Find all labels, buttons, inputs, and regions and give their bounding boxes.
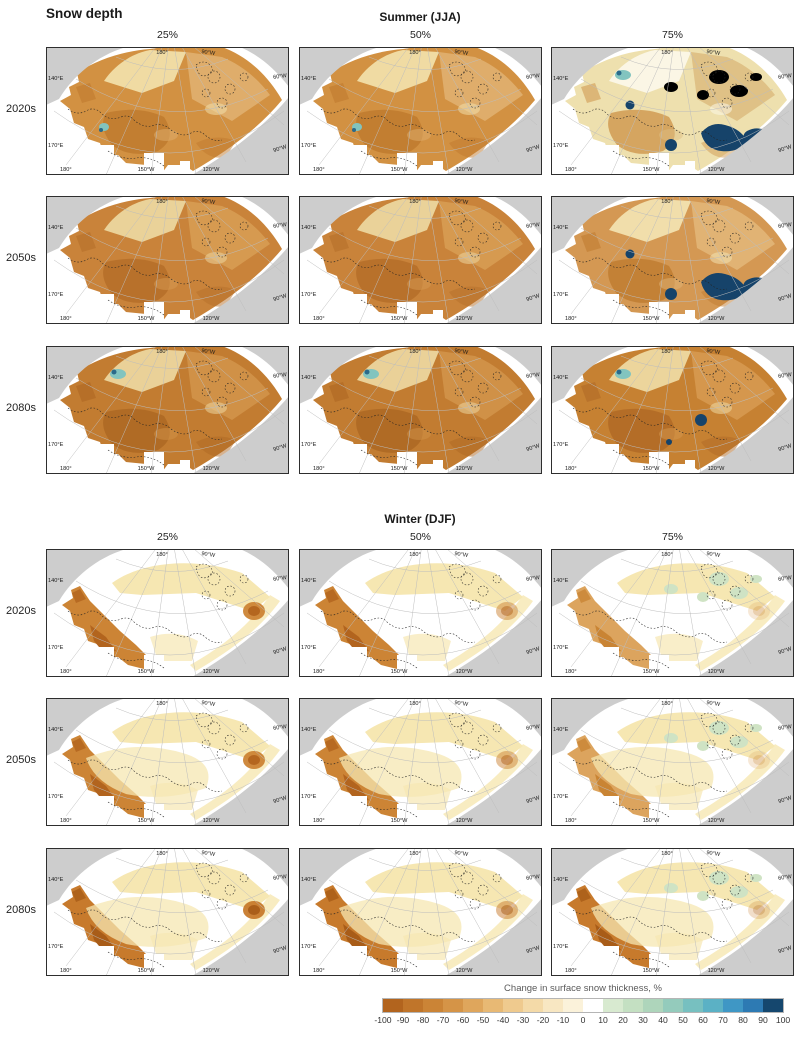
colorbar-tick: 70: [718, 1015, 728, 1025]
map-canvas: [46, 196, 289, 324]
map-panel-winter-2020s-50pct: [299, 549, 542, 677]
colorbar-segment: [403, 999, 423, 1012]
map-canvas: [299, 549, 542, 677]
colorbar-tick: -80: [416, 1015, 430, 1025]
colorbar: [382, 998, 784, 1013]
map-panel-winter-2020s-25pct: [46, 549, 289, 677]
colorbar-segment: [603, 999, 623, 1012]
row-label-summer-2080s: 2080s: [6, 402, 36, 414]
colorbar-tick: 10: [598, 1015, 608, 1025]
row-label-winter-2080s: 2080s: [6, 904, 36, 916]
colorbar-tick: -20: [536, 1015, 550, 1025]
colorbar-tick: 40: [658, 1015, 668, 1025]
column-header-winter-50: 50%: [409, 531, 431, 543]
row-label-winter-2050s: 2050s: [6, 754, 36, 766]
map-canvas: [551, 848, 794, 976]
map-panel-summer-2050s-75pct: [551, 196, 794, 324]
map-panel-summer-2080s-75pct: [551, 346, 794, 474]
colorbar-tick: -10: [556, 1015, 570, 1025]
colorbar-segment: [463, 999, 483, 1012]
colorbar-segment: [423, 999, 443, 1012]
colorbar-segment: [683, 999, 703, 1012]
map-canvas: [551, 47, 794, 175]
colorbar-segment: [543, 999, 563, 1012]
colorbar-segment: [763, 999, 783, 1012]
map-canvas: [299, 196, 542, 324]
row-label-summer-2020s: 2020s: [6, 103, 36, 115]
colorbar-segment: [663, 999, 683, 1012]
map-panel-winter-2050s-25pct: [46, 698, 289, 826]
figure-title: Snow depth: [46, 6, 123, 21]
map-canvas: [46, 698, 289, 826]
colorbar-segment: [443, 999, 463, 1012]
colorbar-tick: -70: [436, 1015, 450, 1025]
colorbar-tick: 30: [638, 1015, 648, 1025]
colorbar-tick: -40: [496, 1015, 510, 1025]
row-label-winter-2020s: 2020s: [6, 605, 36, 617]
colorbar-tick: -90: [396, 1015, 410, 1025]
colorbar-tick-labels: -100 -90 -80 -70 -60 -50 -40 -30 -20 -10…: [373, 1015, 793, 1025]
map-panel-winter-2050s-75pct: [551, 698, 794, 826]
column-header-winter-75: 75%: [661, 531, 683, 543]
map-canvas: [551, 346, 794, 474]
colorbar-segment: [643, 999, 663, 1012]
map-canvas: [551, 196, 794, 324]
map-panel-summer-2020s-25pct: [46, 47, 289, 175]
column-header-winter-25: 25%: [156, 531, 178, 543]
colorbar-title: Change in surface snow thickness, %: [504, 983, 662, 994]
colorbar-tick: 100: [775, 1015, 791, 1025]
map-canvas: [551, 549, 794, 677]
map-panel-winter-2080s-50pct: [299, 848, 542, 976]
map-panel-summer-2080s-50pct: [299, 346, 542, 474]
map-panel-summer-2050s-25pct: [46, 196, 289, 324]
map-canvas: [299, 47, 542, 175]
colorbar-tick: 50: [678, 1015, 688, 1025]
column-header-summer-75: 75%: [661, 29, 683, 41]
colorbar-tick: -50: [476, 1015, 490, 1025]
colorbar-tick: 20: [618, 1015, 628, 1025]
section-title-summer: Summer (JJA): [379, 10, 461, 24]
colorbar-segment: [483, 999, 503, 1012]
colorbar-segment: [523, 999, 543, 1012]
map-canvas: [299, 848, 542, 976]
colorbar-tick: -100: [374, 1015, 392, 1025]
colorbar-segment: [623, 999, 643, 1012]
colorbar-tick: 0: [580, 1015, 586, 1025]
map-canvas: [551, 698, 794, 826]
map-canvas: [46, 848, 289, 976]
colorbar-tick: -30: [516, 1015, 530, 1025]
map-panel-summer-2080s-25pct: [46, 346, 289, 474]
colorbar-segment: [703, 999, 723, 1012]
map-canvas: [46, 549, 289, 677]
colorbar-segment: [743, 999, 763, 1012]
colorbar-segment: [383, 999, 403, 1012]
colorbar-tick: 80: [738, 1015, 748, 1025]
colorbar-segment: [563, 999, 583, 1012]
colorbar-segment: [503, 999, 523, 1012]
column-header-summer-50: 50%: [409, 29, 431, 41]
map-panel-summer-2020s-50pct: [299, 47, 542, 175]
map-canvas: [299, 698, 542, 826]
map-panel-summer-2020s-75pct: [551, 47, 794, 175]
colorbar-segment: [723, 999, 743, 1012]
map-canvas: [46, 346, 289, 474]
map-canvas: [46, 47, 289, 175]
map-canvas: [299, 346, 542, 474]
row-label-summer-2050s: 2050s: [6, 252, 36, 264]
map-panel-winter-2080s-75pct: [551, 848, 794, 976]
colorbar-tick: 60: [698, 1015, 708, 1025]
map-panel-summer-2050s-50pct: [299, 196, 542, 324]
colorbar-tick: 90: [758, 1015, 768, 1025]
map-panel-winter-2020s-75pct: [551, 549, 794, 677]
colorbar-segment: [583, 999, 603, 1012]
colorbar-tick: -60: [456, 1015, 470, 1025]
map-panel-winter-2050s-50pct: [299, 698, 542, 826]
map-panel-winter-2080s-25pct: [46, 848, 289, 976]
column-header-summer-25: 25%: [156, 29, 178, 41]
section-title-winter: Winter (DJF): [384, 512, 456, 526]
